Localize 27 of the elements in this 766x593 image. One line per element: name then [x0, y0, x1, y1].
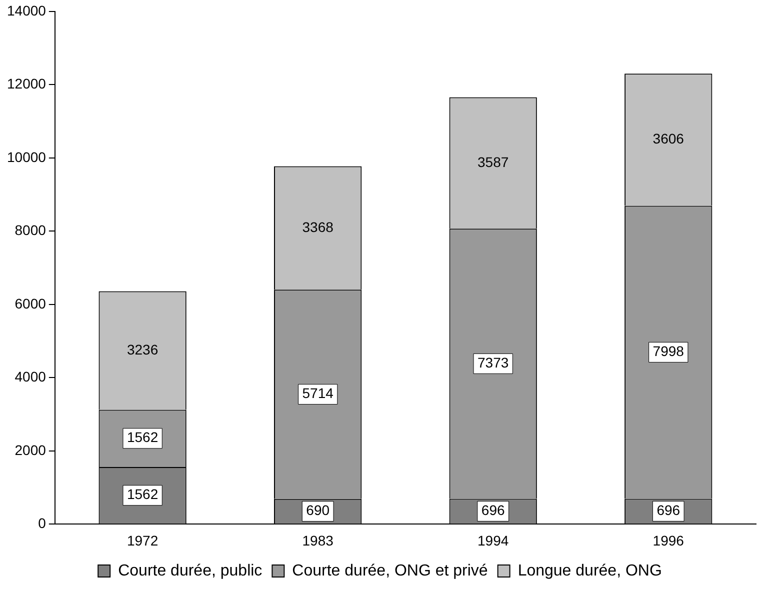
y-tick-label: 0	[38, 515, 46, 532]
data-label: 3606	[652, 130, 684, 147]
y-tick-label: 12000	[6, 76, 46, 92]
data-label: 696	[656, 502, 680, 518]
data-label: 690	[306, 502, 330, 518]
data-label: 3236	[126, 341, 158, 358]
legend-label: Longue durée, ONG	[518, 562, 662, 580]
y-tick-label: 10000	[6, 148, 46, 165]
data-label: 1562	[126, 486, 158, 502]
x-tick-label: 1994	[478, 532, 509, 548]
y-tick-label: 14000	[6, 2, 46, 18]
legend-label: Courte durée, ONG et privé	[292, 562, 488, 580]
x-tick-label: 1996	[652, 532, 684, 548]
data-label: 7373	[478, 354, 509, 371]
data-label: 3587	[478, 154, 509, 170]
data-label: 1562	[126, 429, 158, 446]
data-label: 7998	[652, 343, 684, 360]
data-label: 5714	[302, 385, 334, 402]
y-tick-label: 4000	[14, 368, 46, 385]
data-label: 3368	[302, 218, 334, 235]
x-tick-label: 1983	[302, 532, 334, 548]
y-tick-label: 8000	[14, 222, 46, 238]
data-label: 696	[481, 502, 505, 518]
y-tick-label: 2000	[14, 442, 46, 458]
legend-label: Courte durée, public	[118, 562, 262, 580]
x-tick-label: 1972	[126, 532, 158, 548]
y-tick-label: 6000	[14, 295, 46, 312]
